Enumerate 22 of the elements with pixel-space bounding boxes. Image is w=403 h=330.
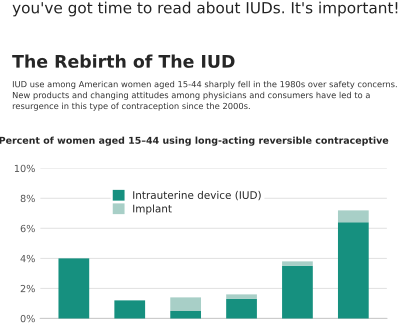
bar xyxy=(226,298,257,318)
y-axis-title: Percent of women aged 15–44 using long-acting reversible contraceptive xyxy=(0,136,388,146)
bar xyxy=(338,222,369,318)
text: you've got time to read about IUDs. It's important! xyxy=(12,2,398,16)
y-tick-label: 4% xyxy=(20,254,35,262)
y-tick-label: 2% xyxy=(20,284,35,292)
chart-subtitle: IUD use among American women aged 15-44 sharply fell in the 1980s over safety concerns. New products and changing attitudes among physicians and consumers have led to a resurgence in this type of contraception since the 2000s. xyxy=(12,80,397,111)
bar xyxy=(226,294,257,299)
bar xyxy=(114,300,146,318)
bar xyxy=(338,210,369,222)
legend-label: Implant xyxy=(133,204,172,215)
y-tick-label: 8% xyxy=(20,194,35,202)
bar xyxy=(282,266,313,318)
bar xyxy=(170,310,202,318)
y-tick-label: 10% xyxy=(14,164,35,172)
bar xyxy=(58,258,90,318)
bar xyxy=(170,297,202,311)
legend-label: Intrauterine device (IUD) xyxy=(133,190,261,200)
y-tick-label: 6% xyxy=(20,224,35,232)
chart-title: The Rebirth of The IUD xyxy=(12,54,235,68)
bar xyxy=(282,261,313,266)
y-tick-label: 0% xyxy=(20,314,35,322)
